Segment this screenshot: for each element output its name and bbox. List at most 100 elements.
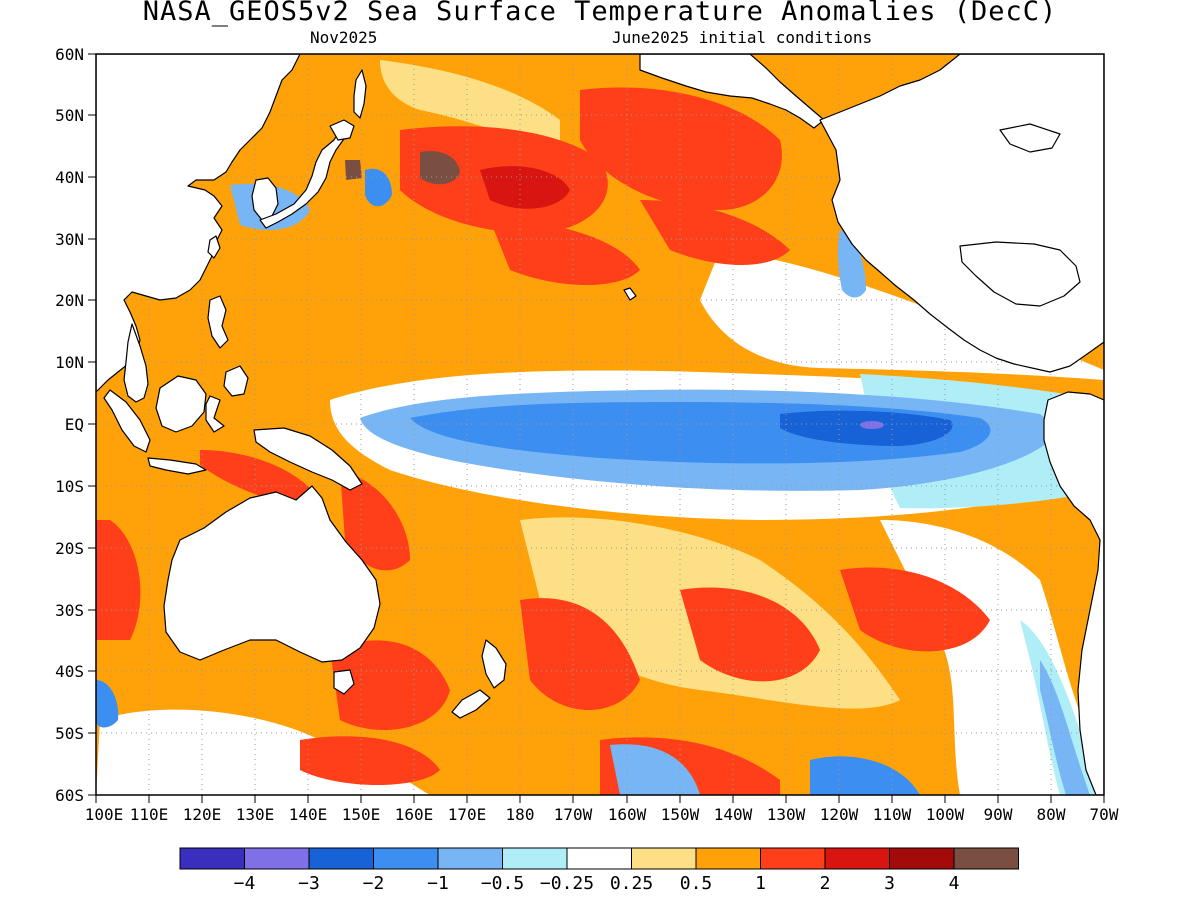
extreme-anomaly-north-pacific — [420, 150, 460, 185]
lat-label: 10N — [55, 353, 84, 372]
lon-label: 160W — [608, 805, 647, 824]
colorbar-swatch — [953, 847, 1019, 870]
hot-anomaly-south-pacific-b — [680, 587, 820, 682]
lon-label: 180 — [506, 805, 535, 824]
lat-label: 20N — [55, 291, 84, 310]
initial-conditions: June2025 initial conditions — [612, 28, 873, 47]
gulf-of-mexico — [959, 241, 1081, 307]
lon-label: 140W — [714, 805, 753, 824]
colorbar-swatch — [889, 847, 955, 870]
lat-label: 40S — [55, 662, 84, 681]
lon-label: 120E — [183, 805, 222, 824]
australia — [163, 485, 381, 663]
colorbar-label: 2 — [820, 873, 831, 894]
hot-anomaly-indian-ocean — [96, 520, 141, 640]
taiwan — [207, 235, 221, 259]
sulawesi — [205, 395, 225, 433]
hot-anomaly-subtropical-north — [490, 220, 640, 285]
weak-anomaly-north — [380, 60, 560, 150]
lon-label: 160E — [395, 805, 434, 824]
colorbar-swatch — [244, 847, 310, 870]
map-title: NASA_GEOS5v2 Sea Surface Temperature Ano… — [142, 0, 1058, 27]
lon-label: 80W — [1037, 805, 1066, 824]
colorbar-label: 3 — [884, 873, 895, 894]
alaska — [639, 54, 825, 129]
lat-label: 50S — [55, 724, 84, 743]
colorbar-label: −2 — [363, 873, 385, 894]
colorbar-swatch — [308, 847, 374, 870]
colorbar-swatch — [566, 847, 632, 870]
lat-label: 60N — [55, 45, 84, 64]
colorbar-label: 0.25 — [610, 873, 653, 894]
new-zealand-south — [451, 689, 491, 719]
mindanao — [223, 365, 249, 397]
colorbar-swatch — [760, 847, 826, 870]
lon-label: 70W — [1090, 805, 1119, 824]
colorbar-swatch — [179, 847, 245, 870]
luzon — [207, 295, 229, 349]
lon-label: 150W — [661, 805, 700, 824]
colorbar-swatch — [631, 847, 697, 870]
lat-label: 30S — [55, 601, 84, 620]
cool-anomaly-california — [837, 230, 866, 298]
lon-label: 90W — [984, 805, 1013, 824]
sakhalin — [353, 69, 367, 119]
borneo — [155, 375, 207, 433]
lon-label: 130W — [767, 805, 806, 824]
hot-anomaly-southern-ocean — [300, 736, 440, 785]
java — [147, 457, 207, 475]
hokkaido — [329, 119, 355, 141]
colorbar-label: 0.5 — [680, 873, 713, 894]
colorbar-label: −0.25 — [540, 873, 594, 894]
south-america — [1043, 391, 1104, 795]
colorbar-label: −3 — [298, 873, 320, 894]
longitude-labels: 100E 110E 120E 130E 140E 150E 160E 170E … — [85, 805, 1119, 824]
hot-anomaly-south-pacific-c — [840, 567, 990, 652]
new-guinea — [253, 427, 363, 491]
colorbar-label: −0.5 — [481, 873, 524, 894]
colorbar-label: 1 — [755, 873, 766, 894]
extreme-anomaly-japan-east — [345, 160, 362, 180]
lat-label: 30N — [55, 230, 84, 249]
colorbar-swatch — [373, 847, 439, 870]
lon-label: 120W — [820, 805, 859, 824]
forecast-month: Nov2025 — [310, 28, 378, 47]
colorbar-label: −1 — [427, 873, 449, 894]
lat-label: 40N — [55, 168, 84, 187]
sumatra — [103, 389, 151, 453]
anomaly-field — [96, 54, 1104, 795]
hot-anomaly-northeast — [640, 200, 790, 265]
cool-anomaly-japan-coast — [365, 168, 392, 207]
colorbar-swatch — [437, 847, 503, 870]
malay-peninsula — [123, 323, 149, 403]
tick-marks — [88, 53, 1105, 803]
lat-label: 10S — [55, 477, 84, 496]
hot-anomaly-north-central — [580, 87, 782, 210]
hot-anomaly-tasman — [330, 640, 450, 730]
lon-label: 170W — [554, 805, 593, 824]
lat-label: 60S — [55, 786, 84, 805]
latitude-labels: 60N 50N 40N 30N 20N 10N EQ 10S 20S 30S 4… — [55, 45, 84, 805]
hot-anomaly-south-pacific-a — [520, 598, 640, 710]
colorbar-swatch — [824, 847, 890, 870]
hawaii — [623, 287, 637, 301]
hot-anomaly-coral-sea — [340, 470, 410, 571]
lon-label: 100E — [85, 805, 124, 824]
colorbar-label: 4 — [949, 873, 960, 894]
land-masses — [96, 54, 1104, 795]
lon-label: 110W — [873, 805, 912, 824]
lat-label: EQ — [65, 415, 84, 434]
lat-label: 50N — [55, 106, 84, 125]
strong-anomaly-kuroshio — [480, 166, 570, 209]
colorbar-swatch — [502, 847, 568, 870]
cool-anomaly-south-edge-a — [610, 744, 700, 795]
colorbar: −4 −3 −2 −1 −0.5 −0.25 0.25 0.5 1 2 3 4 — [179, 847, 1019, 894]
lon-label: 130E — [236, 805, 275, 824]
cool-anomaly-extreme-spot — [860, 421, 884, 429]
lon-label: 140E — [289, 805, 328, 824]
cool-anomaly-chile-inner — [1040, 660, 1090, 795]
lon-label: 100W — [926, 805, 965, 824]
lon-label: 150E — [342, 805, 381, 824]
cool-anomaly-far-southwest — [96, 680, 119, 728]
